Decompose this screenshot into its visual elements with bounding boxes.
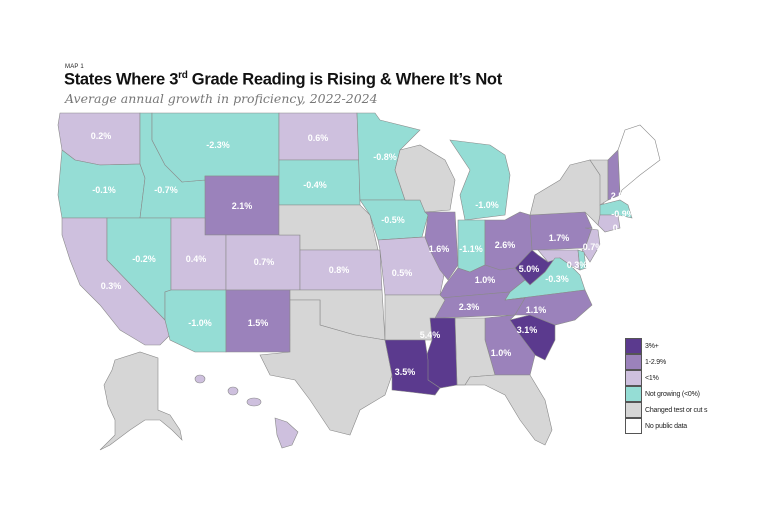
label-NJ: 0.7% — [583, 242, 604, 252]
label-TN: 2.3% — [459, 302, 480, 312]
legend-swatch — [625, 370, 642, 386]
legend-swatch — [625, 386, 642, 402]
label-ID: -0.7% — [154, 185, 178, 195]
label-LA: 3.5% — [395, 367, 416, 377]
state-VT — [589, 159, 609, 206]
label-NH: 2.5% — [611, 191, 632, 201]
state-ME — [617, 124, 661, 196]
label-SC: 3.1% — [517, 325, 538, 335]
label-WV: 5.0% — [519, 264, 540, 274]
state-HI-2 — [227, 386, 239, 396]
label-CT: 0.8% — [613, 223, 634, 233]
label-MS: 5.4% — [420, 330, 441, 340]
map-title: States Where 3rd Grade Reading is Rising… — [64, 70, 502, 90]
label-WA: 0.2% — [91, 131, 112, 141]
map-kicker: MAP 1 — [65, 64, 84, 70]
label-SD: -0.4% — [303, 180, 327, 190]
label-IL: 1.6% — [429, 244, 450, 254]
legend-label: Not growing (<0%) — [645, 390, 700, 398]
state-FL — [457, 374, 553, 446]
label-MO: 0.5% — [392, 268, 413, 278]
label-IN: -1.1% — [459, 244, 483, 254]
title-text-2: Grade Reading is Rising & Where It’s Not — [187, 70, 502, 89]
legend-swatch — [625, 402, 642, 418]
state-AK — [99, 351, 183, 451]
label-KY: 1.0% — [475, 275, 496, 285]
state-LA — [384, 339, 441, 396]
label-MT: -2.3% — [206, 140, 230, 150]
title-text-1: States Where 3 — [64, 70, 179, 89]
label-NC: 1.1% — [526, 305, 547, 315]
label-MD: 0.3% — [567, 260, 588, 270]
legend-item-lt1: <1% — [625, 370, 707, 386]
label-WY: 2.1% — [232, 201, 253, 211]
label-IA: -0.5% — [381, 215, 405, 225]
state-NJ — [581, 227, 601, 263]
legend-label: 3%+ — [645, 342, 659, 350]
state-TX — [259, 299, 393, 436]
map-legend: 3%+ 1-2.9% <1% Not growing (<0%) Changed… — [625, 338, 708, 434]
state-IL — [424, 211, 459, 281]
label-MN: -0.8% — [373, 152, 397, 162]
label-MA: -0.9% — [611, 209, 635, 219]
label-AZ: -1.0% — [188, 318, 212, 328]
legend-label: No public data — [645, 422, 687, 430]
label-NM: 1.5% — [248, 318, 269, 328]
state-HI-big — [274, 417, 299, 449]
title-superscript: rd — [178, 70, 188, 81]
label-UT: 0.4% — [186, 254, 207, 264]
legend-swatch — [625, 418, 642, 434]
state-WI — [394, 144, 456, 213]
legend-item-3plus: 3%+ — [625, 338, 707, 354]
legend-label: <1% — [645, 374, 659, 382]
map-subtitle: Average annual growth in proficiency, 20… — [65, 91, 378, 106]
state-DE — [577, 249, 587, 271]
state-MI — [449, 139, 511, 221]
state-HI-3 — [246, 397, 262, 407]
label-KS: 0.8% — [329, 265, 350, 275]
label-VA: -0.3% — [545, 274, 569, 284]
label-OR: -0.1% — [92, 185, 116, 195]
label-PA: 1.7% — [549, 233, 570, 243]
label-OH: 2.6% — [495, 240, 516, 250]
legend-label: 1-2.9% — [645, 358, 666, 366]
legend-label: Changed test or cut s — [645, 406, 708, 414]
label-MI: -1.0% — [475, 200, 499, 210]
label-CA: 0.3% — [101, 281, 122, 291]
label-ND: 0.6% — [308, 133, 329, 143]
label-GA: 1.0% — [491, 348, 512, 358]
state-HI-1 — [194, 374, 206, 384]
legend-swatch — [625, 354, 642, 370]
legend-item-changed: Changed test or cut s — [625, 402, 708, 418]
legend-item-not-growing: Not growing (<0%) — [625, 386, 707, 402]
label-NV: -0.2% — [132, 254, 156, 264]
label-CO: 0.7% — [254, 257, 275, 267]
legend-swatch — [625, 338, 642, 354]
state-CT — [597, 214, 621, 233]
legend-item-no-data: No public data — [625, 418, 707, 434]
legend-item-1-2.9: 1-2.9% — [625, 354, 707, 370]
